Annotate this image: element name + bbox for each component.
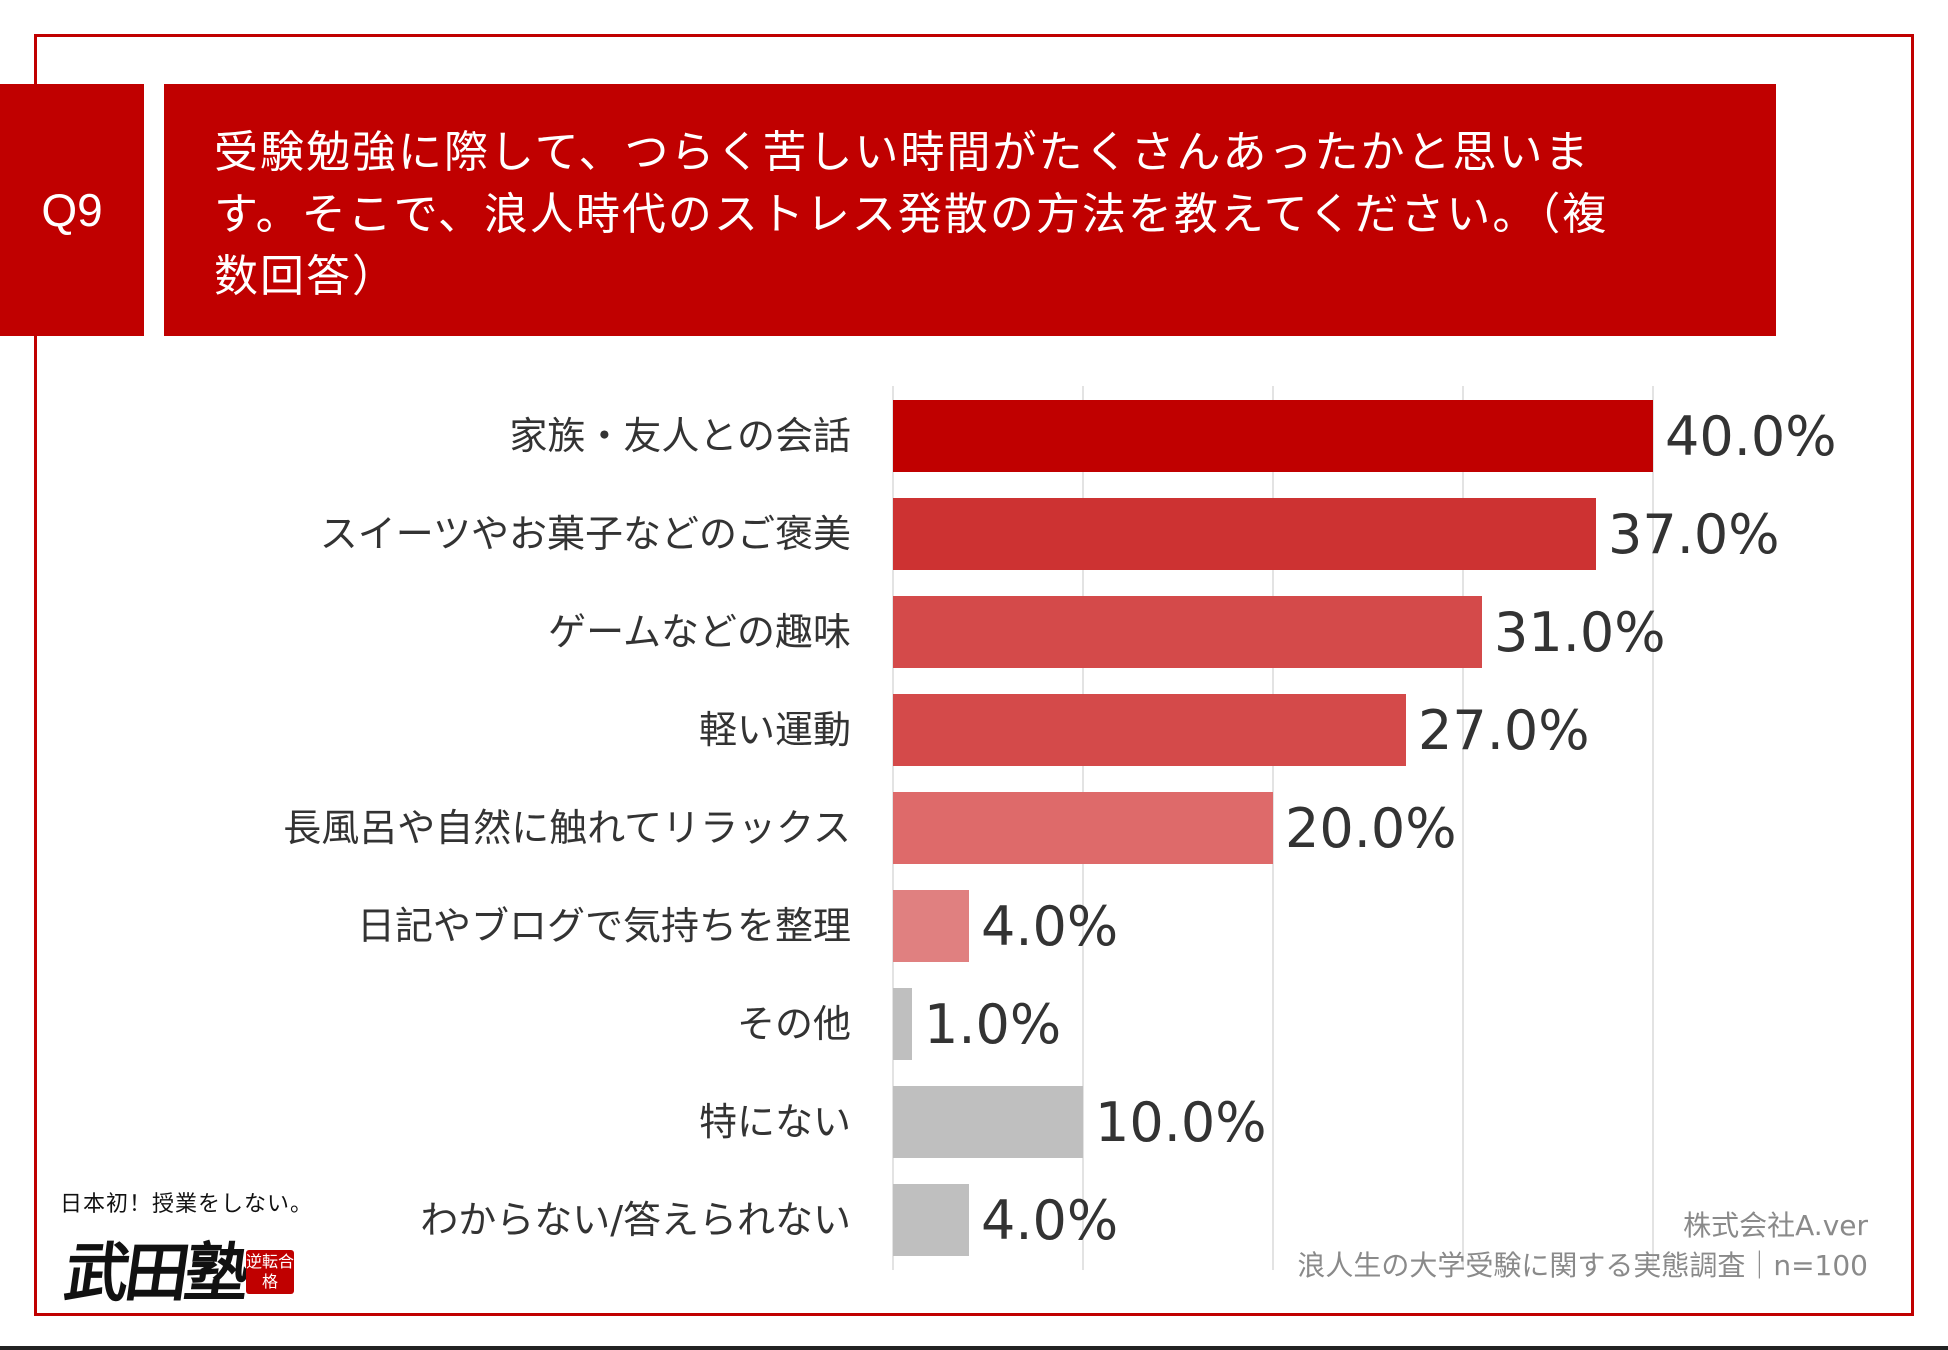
question-box: 受験勉強に際して、つらく苦しい時間がたくさんあったかと思います。そこで、浪人時代… <box>164 84 1776 336</box>
category-label: 日記やブログで気持ちを整理 <box>357 904 851 948</box>
source-company: 株式会社A.ver <box>1683 1209 1868 1242</box>
question-text: 受験勉強に際して、つらく苦しい時間がたくさんあったかと思います。そこで、浪人時代… <box>214 127 1609 302</box>
bar <box>893 792 1273 864</box>
category-label: 特にない <box>699 1100 851 1144</box>
bar <box>893 1184 969 1256</box>
question-number-badge: Q9 <box>0 84 144 336</box>
value-label: 20.0% <box>1285 797 1457 860</box>
source-survey: 浪人生の大学受験に関する実態調査｜n=100 <box>1297 1249 1868 1282</box>
chart-frame <box>34 34 1914 1316</box>
source-note: 株式会社A.ver 浪人生の大学受験に関する実態調査｜n=100 <box>1297 1206 1868 1286</box>
value-label: 27.0% <box>1418 699 1590 762</box>
logo-name: 武田塾 <box>59 1236 251 1311</box>
bar <box>893 400 1653 472</box>
value-label: 1.0% <box>924 993 1061 1056</box>
bar <box>893 498 1596 570</box>
logo-stamp: 逆転合格 <box>246 1250 294 1294</box>
category-label: 家族・友人との会話 <box>509 414 851 458</box>
brand-logo: 日本初！授業をしない。 武田塾 逆転合格 <box>60 1186 314 1311</box>
logo-tagline: 日本初！授業をしない。 <box>60 1192 314 1217</box>
category-label: わからない/答えられない <box>420 1198 851 1242</box>
value-label: 31.0% <box>1494 601 1666 664</box>
category-label: その他 <box>737 1002 851 1046</box>
bar <box>893 988 912 1060</box>
value-label: 10.0% <box>1095 1091 1267 1154</box>
category-label: 軽い運動 <box>699 708 851 752</box>
category-label: スイーツやお菓子などのご褒美 <box>320 512 851 556</box>
value-label: 4.0% <box>981 895 1118 958</box>
bar <box>893 1086 1083 1158</box>
value-label: 4.0% <box>981 1189 1118 1252</box>
bar <box>893 596 1482 668</box>
bar <box>893 890 969 962</box>
category-label: ゲームなどの趣味 <box>548 610 851 654</box>
question-number: Q9 <box>41 184 103 236</box>
bottom-rule <box>0 1346 1948 1350</box>
bar <box>893 694 1406 766</box>
value-label: 37.0% <box>1608 503 1780 566</box>
value-label: 40.0% <box>1665 405 1837 468</box>
category-label: 長風呂や自然に触れてリラックス <box>283 806 851 850</box>
